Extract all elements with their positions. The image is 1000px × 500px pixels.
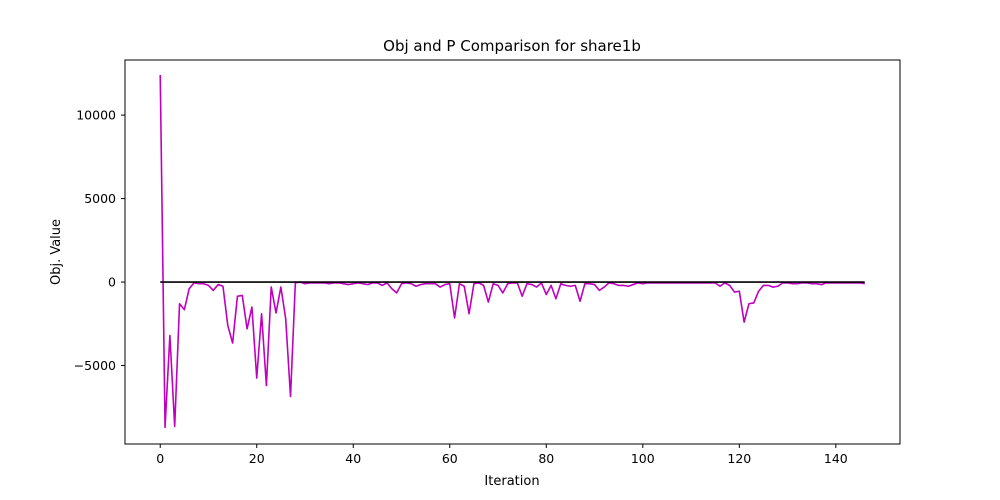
y-tick-label: 0 (108, 275, 116, 290)
x-tick-label: 0 (156, 451, 164, 466)
x-tick-label: 100 (631, 451, 655, 466)
y-tick-label: 10000 (76, 108, 116, 123)
x-tick-label: 60 (442, 451, 458, 466)
x-axis: 0 20 40 60 80 100 120 140 (156, 444, 848, 466)
chart-title: Obj and P Comparison for share1b (383, 37, 641, 55)
series-line-obj (159, 75, 865, 429)
plot-frame (124, 59, 901, 445)
x-tick-label: 80 (538, 451, 554, 466)
y-tick-label: 5000 (84, 191, 116, 206)
x-tick-label: 120 (727, 451, 751, 466)
x-tick-label: 40 (345, 451, 361, 466)
y-tick-label: −5000 (74, 358, 116, 373)
y-axis-label: Obj. Value (49, 219, 64, 285)
x-tick-label: 140 (824, 451, 848, 466)
x-tick-label: 20 (249, 451, 265, 466)
plot-area (159, 75, 865, 429)
x-axis-label: Iteration (484, 474, 539, 489)
y-axis: −5000 0 5000 10000 (74, 108, 125, 373)
